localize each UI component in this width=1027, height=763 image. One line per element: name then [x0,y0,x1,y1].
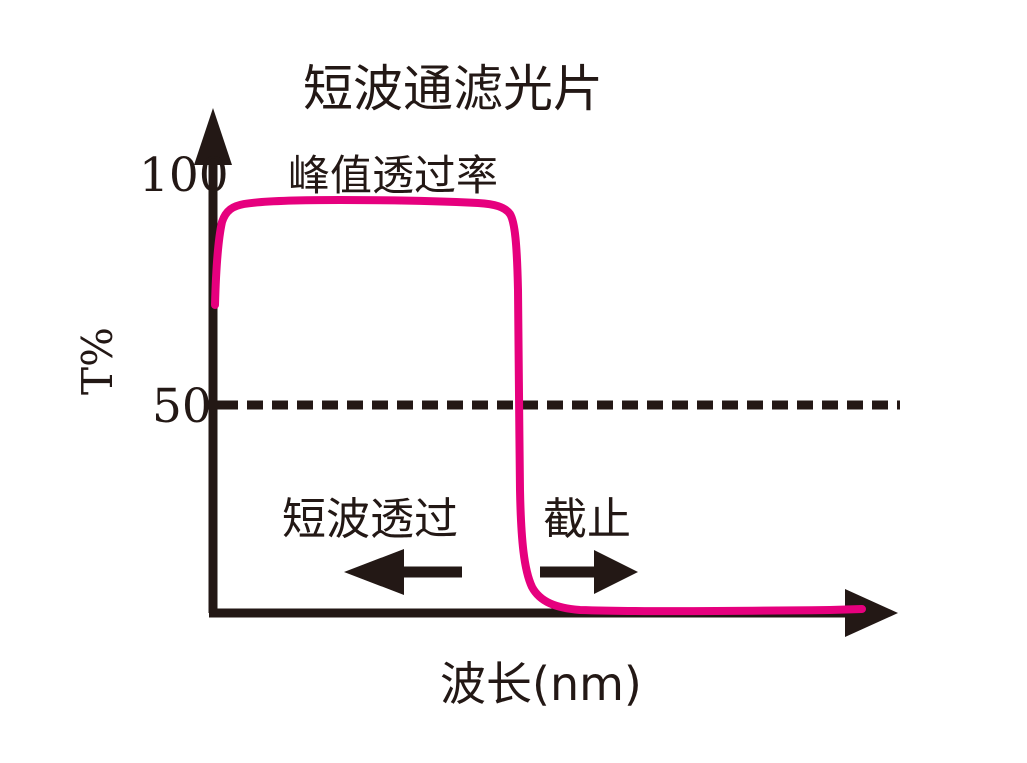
cutoff-band-label: 截止 [543,494,631,545]
pass-band-label: 短波透过 [282,494,458,545]
y-tick-label-100: 100 [139,148,229,203]
cutoff-direction-arrow-icon [540,550,638,594]
transmittance-curve [211,196,866,616]
chart-title: 短波通滤光片 [303,60,603,118]
y-tick-label-50: 50 [152,379,212,434]
x-axis-title: 波长(nm) [440,657,642,711]
x-axis-arrowhead-icon [845,589,898,637]
peak-transmittance-label: 峰值透过率 [288,151,498,200]
y-axis [194,108,232,613]
y-axis-arrowhead-icon [194,108,232,165]
y-axis-title: T% [73,327,122,395]
pass-direction-arrow-icon [344,549,462,595]
